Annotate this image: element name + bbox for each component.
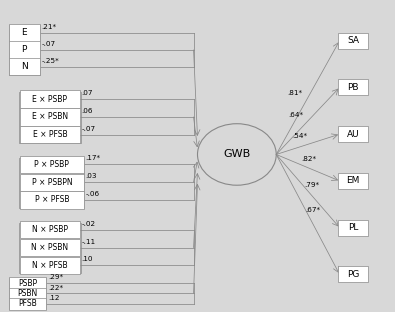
Text: -.11: -.11 xyxy=(82,239,96,245)
Text: N × PSBN: N × PSBN xyxy=(31,243,68,252)
Text: .10: .10 xyxy=(82,256,93,262)
Text: -.07: -.07 xyxy=(41,41,56,47)
Text: GWB: GWB xyxy=(223,149,250,159)
Text: E × PSBN: E × PSBN xyxy=(32,112,68,121)
Text: P × PSBPN: P × PSBPN xyxy=(32,178,72,187)
FancyBboxPatch shape xyxy=(20,173,84,191)
FancyBboxPatch shape xyxy=(339,80,367,95)
Text: .22*: .22* xyxy=(48,285,63,291)
FancyBboxPatch shape xyxy=(20,257,80,274)
Text: .07: .07 xyxy=(82,90,93,96)
Text: -.06: -.06 xyxy=(86,191,100,197)
FancyBboxPatch shape xyxy=(9,24,40,41)
Text: P: P xyxy=(22,46,27,54)
Text: E: E xyxy=(21,28,27,37)
Text: P × PFSB: P × PFSB xyxy=(35,196,69,204)
Text: E × PFSB: E × PFSB xyxy=(32,130,67,139)
FancyBboxPatch shape xyxy=(339,220,367,236)
Text: SA: SA xyxy=(347,36,359,45)
FancyBboxPatch shape xyxy=(20,191,84,209)
Text: .12: .12 xyxy=(48,295,59,301)
Text: .29*: .29* xyxy=(48,274,63,280)
Text: P × PSBP: P × PSBP xyxy=(34,160,69,169)
Text: .82*: .82* xyxy=(301,156,316,162)
Text: .17*: .17* xyxy=(86,155,101,161)
FancyBboxPatch shape xyxy=(20,156,84,173)
FancyBboxPatch shape xyxy=(9,298,46,310)
FancyBboxPatch shape xyxy=(339,126,367,142)
Text: N × PSBP: N × PSBP xyxy=(32,225,68,234)
Text: -.07: -.07 xyxy=(82,126,96,132)
Text: .79*: .79* xyxy=(305,182,320,188)
Bar xyxy=(19,223,81,274)
Text: -.02: -.02 xyxy=(82,221,96,227)
Text: E × PSBP: E × PSBP xyxy=(32,95,68,104)
FancyBboxPatch shape xyxy=(339,173,367,189)
Text: AU: AU xyxy=(347,130,359,139)
Text: .64*: .64* xyxy=(288,112,304,118)
Bar xyxy=(9,25,40,75)
Bar xyxy=(19,158,84,208)
Text: -.25*: -.25* xyxy=(41,58,59,64)
Text: PSBP: PSBP xyxy=(18,279,37,288)
FancyBboxPatch shape xyxy=(20,126,80,144)
FancyBboxPatch shape xyxy=(9,288,46,299)
Text: N × PFSB: N × PFSB xyxy=(32,261,68,270)
FancyBboxPatch shape xyxy=(9,41,40,59)
FancyBboxPatch shape xyxy=(20,221,80,238)
Text: PB: PB xyxy=(347,83,359,92)
FancyBboxPatch shape xyxy=(20,90,80,108)
Bar xyxy=(9,278,46,309)
Text: .54*: .54* xyxy=(293,133,308,139)
FancyBboxPatch shape xyxy=(9,277,46,289)
Text: .06: .06 xyxy=(82,108,93,114)
Text: PL: PL xyxy=(348,223,358,232)
Text: N: N xyxy=(21,62,28,71)
FancyBboxPatch shape xyxy=(9,58,40,76)
FancyBboxPatch shape xyxy=(20,108,80,125)
Text: .21*: .21* xyxy=(41,24,57,30)
Text: .67*: .67* xyxy=(305,207,321,213)
Text: EM: EM xyxy=(346,176,360,185)
Text: .81*: .81* xyxy=(288,90,303,96)
Bar xyxy=(19,92,81,143)
FancyBboxPatch shape xyxy=(339,33,367,49)
FancyBboxPatch shape xyxy=(20,239,80,256)
Text: PSBN: PSBN xyxy=(17,289,38,298)
FancyBboxPatch shape xyxy=(339,266,367,282)
Text: PG: PG xyxy=(347,270,359,279)
Text: PFSB: PFSB xyxy=(18,300,37,309)
Text: .03: .03 xyxy=(86,173,97,179)
